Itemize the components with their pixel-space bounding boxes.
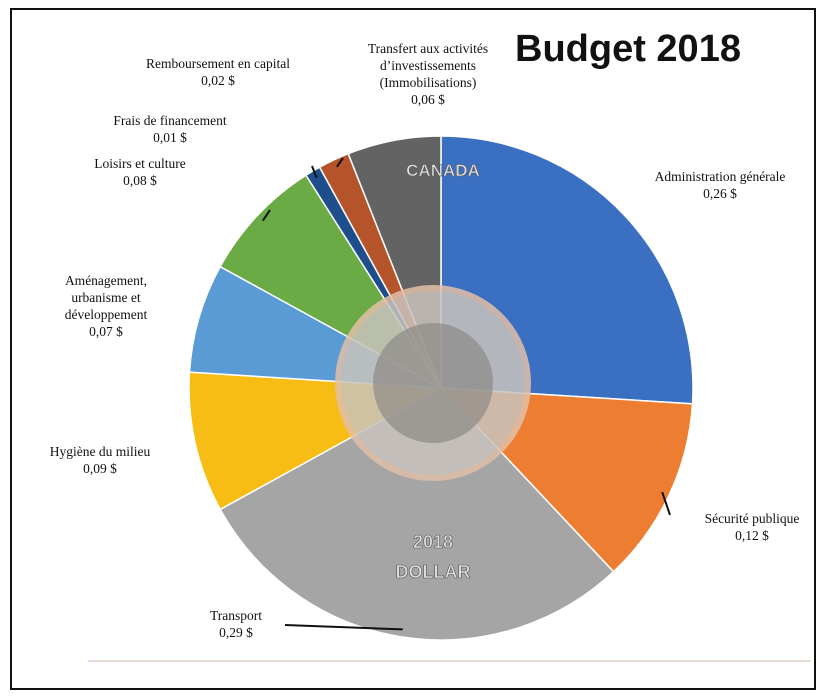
slice-name: Transport xyxy=(209,608,262,623)
coin-text: 2018 xyxy=(413,532,453,552)
slice-value: 0,09 $ xyxy=(83,461,117,476)
slice-label: Loisirs et culture 0,08 $ xyxy=(75,155,205,189)
frame xyxy=(10,8,816,690)
leader-line xyxy=(311,165,318,178)
coin-text: CANADA xyxy=(406,161,480,180)
slice-label: Remboursement en capital 0,02 $ xyxy=(118,55,318,89)
leader-line xyxy=(261,209,271,222)
slice-label: Hygiène du milieu 0,09 $ xyxy=(25,443,175,477)
slice-value: 0,29 $ xyxy=(219,625,253,640)
slice-value: 0,08 $ xyxy=(123,173,157,188)
slice-name: Loisirs et culture xyxy=(94,156,186,171)
slice-value: 0,06 $ xyxy=(411,92,445,107)
slice-label: Transport 0,29 $ xyxy=(186,607,286,641)
slice-value: 0,02 $ xyxy=(201,73,235,88)
slice-label: Transfert aux activités d’investissement… xyxy=(338,40,518,108)
slice-value: 0,07 $ xyxy=(89,324,123,339)
leader-line xyxy=(336,157,344,168)
slice-name: Remboursement en capital xyxy=(146,56,290,71)
slice-label: Administration générale 0,26 $ xyxy=(635,168,805,202)
leader-line xyxy=(284,624,403,631)
slice-name: Frais de financement xyxy=(113,113,227,128)
slice-label: Aménagement, urbanisme et développement 0… xyxy=(46,272,166,340)
leader-line xyxy=(661,491,671,516)
slice-label: Sécurité publique 0,12 $ xyxy=(687,510,817,544)
pie-slice xyxy=(219,387,615,641)
slice-value: 0,01 $ xyxy=(153,130,187,145)
chart-title: Budget 2018 xyxy=(515,28,741,70)
slice-name: Aménagement, urbanisme et développement xyxy=(64,273,148,322)
slice-name: Administration générale xyxy=(654,169,786,184)
slice-value: 0,26 $ xyxy=(703,186,737,201)
slice-name: Sécurité publique xyxy=(704,511,800,526)
slice-name: Hygiène du milieu xyxy=(49,444,151,459)
slice-value: 0,12 $ xyxy=(735,528,769,543)
coin-inner xyxy=(373,323,493,443)
coin-text: DOLLAR xyxy=(396,562,471,582)
slice-label: Frais de financement 0,01 $ xyxy=(90,112,250,146)
slice-name: Transfert aux activités d’investissement… xyxy=(367,41,489,90)
